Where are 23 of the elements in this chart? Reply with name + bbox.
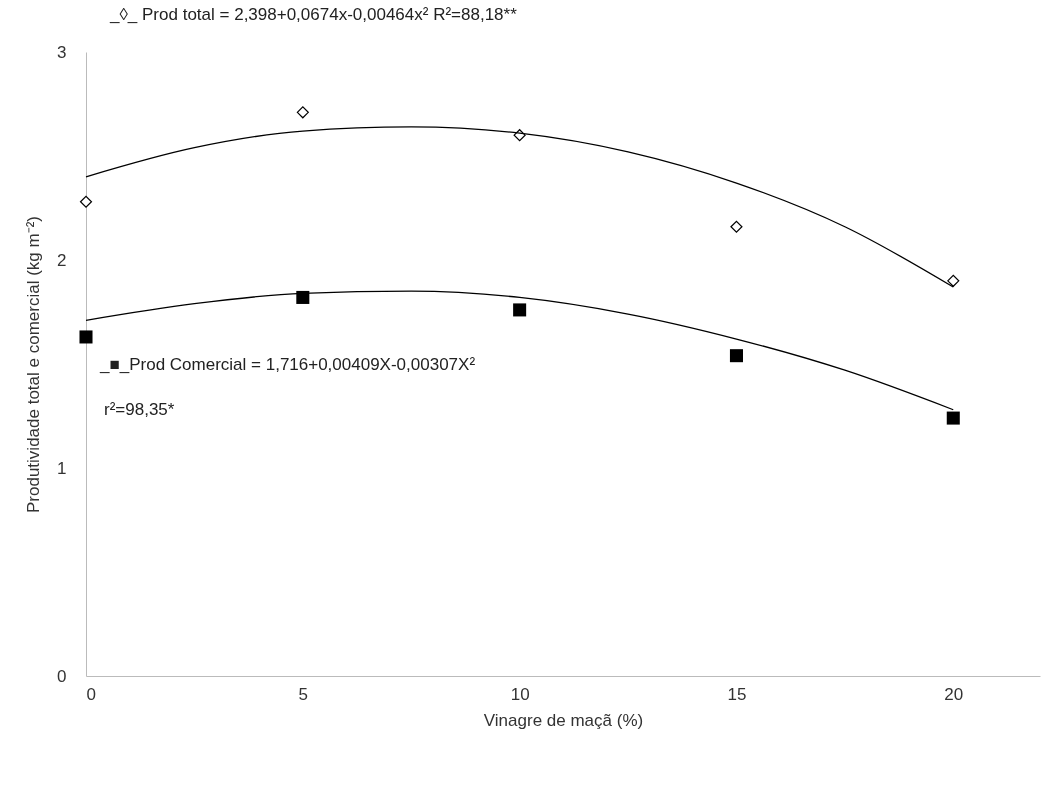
point <box>79 195 93 208</box>
y-tick-label: 0 <box>57 666 67 686</box>
point <box>729 349 743 363</box>
x-axis-title: Vinagre de maçã (%) <box>483 710 644 730</box>
y-tick-label: 2 <box>57 250 67 270</box>
x-tick-label: 15 <box>727 684 747 704</box>
annotation: r²=98,35* <box>104 400 175 419</box>
y-axis-title: Produtividade total e comercial (kg m⁻²) <box>24 215 44 514</box>
point <box>513 303 527 317</box>
point <box>946 411 960 425</box>
x-tick-label: 10 <box>510 684 530 704</box>
text: _◊_ Prod total = 2,398+0,0674x-0,00464x² R²=88,18** <box>109 5 518 24</box>
y-tick-label: 1 <box>57 458 67 478</box>
x-tick-label: 20 <box>944 684 964 704</box>
point <box>79 330 93 344</box>
point <box>730 220 743 233</box>
x-tick-label: 5 <box>298 684 309 704</box>
x-tick-label: 0 <box>86 684 96 704</box>
y-tick-label: 3 <box>57 42 67 62</box>
annotation: _■_Prod Comercial = 1,716+0,00409X-0,00307X² <box>99 355 476 374</box>
point <box>947 274 960 287</box>
point <box>296 290 310 304</box>
point <box>296 106 309 119</box>
